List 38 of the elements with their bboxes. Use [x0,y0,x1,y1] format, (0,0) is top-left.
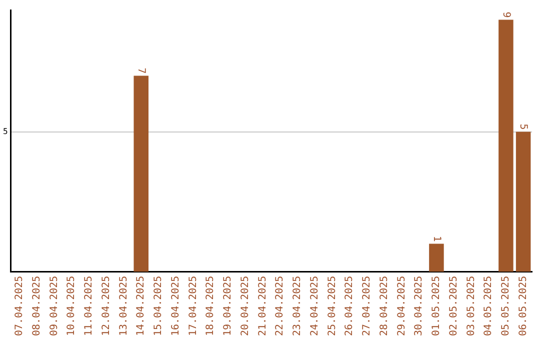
x-tick-label: 18.04.2025 [205,276,216,336]
x-tick-label: 24.04.2025 [309,276,320,336]
x-tick-label: 22.04.2025 [274,276,286,336]
x-tick-label: 20.04.2025 [240,276,251,336]
x-tick-label: 14.04.2025 [136,276,147,336]
x-tick-label: 25.04.2025 [326,276,338,336]
x-tick-label: 29.04.2025 [396,276,408,336]
x-tick-label: 27.04.2025 [362,276,373,336]
bar [134,76,148,272]
x-tick-label: 07.04.2025 [14,276,26,336]
x-tick-label: 03.05.2025 [466,276,477,336]
x-tick-label: 16.04.2025 [170,276,182,336]
data-label: 7 [136,68,147,74]
x-tick-label: 13.04.2025 [118,276,130,336]
x-tick-label: 15.04.2025 [153,276,164,336]
x-tick-label: 21.04.2025 [257,276,268,336]
x-tick-label: 12.04.2025 [100,276,112,336]
data-label: 5 [518,124,529,130]
x-tick-label: 11.04.2025 [84,276,95,336]
x-tick-label: 17.04.2025 [188,276,199,336]
x-tick-label: 08.04.2025 [31,276,42,336]
x-tick-label: 01.05.2025 [431,276,442,336]
data-label: 9 [500,12,512,18]
x-tick-label: 09.04.2025 [48,276,60,336]
x-tick-label: 23.04.2025 [292,276,304,336]
x-tick-label: 28.04.2025 [378,276,390,336]
x-tick-label: 04.05.2025 [483,276,494,336]
x-tick-label: 30.04.2025 [414,276,425,336]
x-tick-label: 02.05.2025 [448,276,460,336]
bar [429,244,444,272]
data-label: 1 [430,236,442,242]
x-tick-label: 19.04.2025 [222,276,234,336]
bar [498,20,514,272]
bar [516,132,531,272]
x-tick-label: 26.04.2025 [344,276,356,336]
x-tick-label: 10.04.2025 [66,276,78,336]
x-tick-label: 05.05.2025 [500,276,512,336]
x-tick-label: 06.05.2025 [518,276,529,336]
